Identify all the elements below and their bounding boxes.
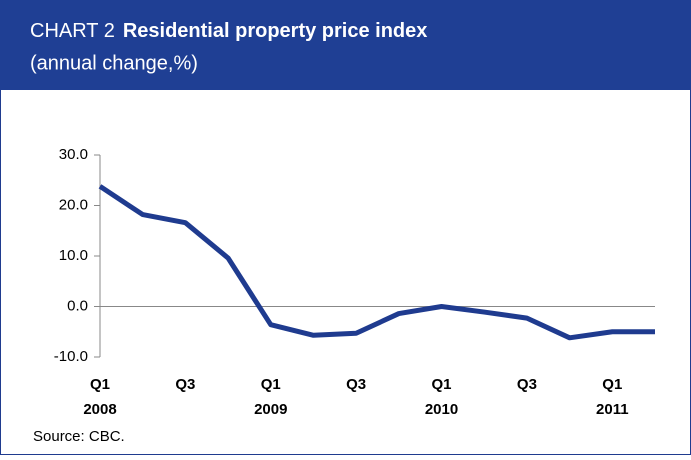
chart-subtitle: (annual change,%)	[30, 52, 198, 74]
header	[0, 0, 691, 90]
x-group-label: 2010	[425, 401, 458, 418]
x-tick-label: Q3	[346, 376, 366, 393]
line-series	[98, 184, 655, 341]
chart-title: CHART 2 Residential property price index	[30, 20, 427, 42]
x-tick-label: Q3	[517, 376, 537, 393]
x-group-label: 2011	[596, 401, 629, 418]
x-tick-label: Q1	[261, 376, 281, 393]
y-tick-label: 20.0	[59, 196, 88, 213]
x-tick-label: Q1	[90, 376, 110, 393]
y-tick-label: -10.0	[54, 348, 88, 365]
x-tick-label: Q1	[602, 376, 622, 393]
y-tick-label: 10.0	[59, 247, 88, 264]
source: Source: CBC.	[33, 428, 125, 445]
y-tick-label: 30.0	[59, 146, 88, 163]
x-tick-label: Q1	[432, 376, 452, 393]
y-tick-label: 0.0	[67, 297, 88, 314]
x-tick-label: Q3	[175, 376, 195, 393]
x-group-label: 2009	[254, 401, 287, 418]
x-group-label: 2008	[83, 401, 116, 418]
